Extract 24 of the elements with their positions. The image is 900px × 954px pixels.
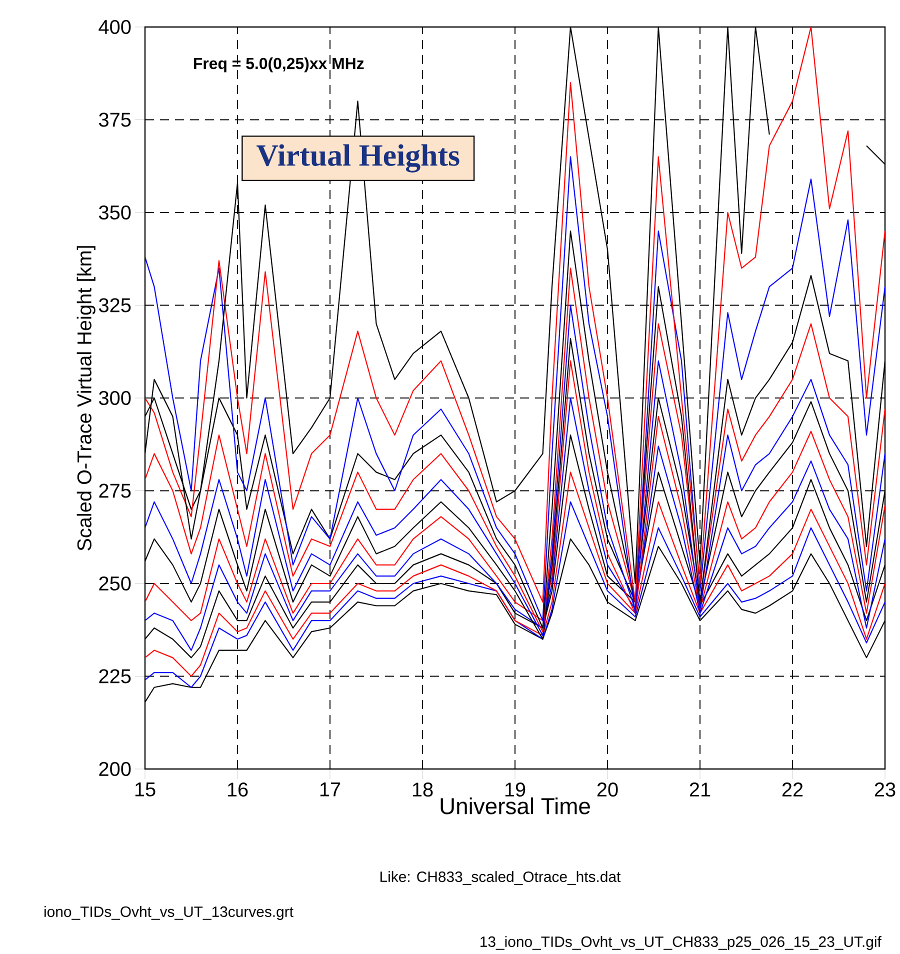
- y-tick-label: 300: [99, 390, 131, 406]
- text: iono_TIDs_Ovht_vs_UT_13curves.grt: [44, 906, 294, 920]
- x-axis-title: Universal Time: [440, 797, 590, 814]
- y-tick-label: 375: [99, 112, 131, 127]
- y-tick-label: 275: [99, 484, 131, 498]
- y-tick-label: 400: [98, 20, 131, 34]
- y-tick-label: 250: [99, 576, 131, 591]
- x-tick-label: 15: [135, 782, 156, 796]
- x-tick-label: 22: [782, 782, 803, 796]
- y-axis-title: Scaled O-Trace Virtual Height [km]: [76, 246, 96, 550]
- x-tick-label: 17: [320, 782, 340, 796]
- x-tick-label: 16: [228, 782, 248, 797]
- y-tick-label: 200: [99, 762, 131, 776]
- x-tick-label: 19: [505, 782, 526, 797]
- y-tick-label: 225: [99, 669, 131, 684]
- text: 13_iono_TIDs_Ovht_vs_UT_CH833_p25_026_15_23_UT.gif: [480, 936, 882, 950]
- x-tick-label: 21: [690, 782, 710, 796]
- x-tick-label: 18: [412, 782, 433, 797]
- x-tick-label: 23: [874, 782, 896, 797]
- y-tick-label: 325: [99, 298, 131, 312]
- text: Like: CH833_scaled_Otrace_hts.dat: [380, 871, 621, 885]
- y-tick-label: 350: [99, 205, 131, 220]
- x-tick-label: 20: [597, 782, 618, 797]
- text: Virtual Heights: [256, 144, 460, 172]
